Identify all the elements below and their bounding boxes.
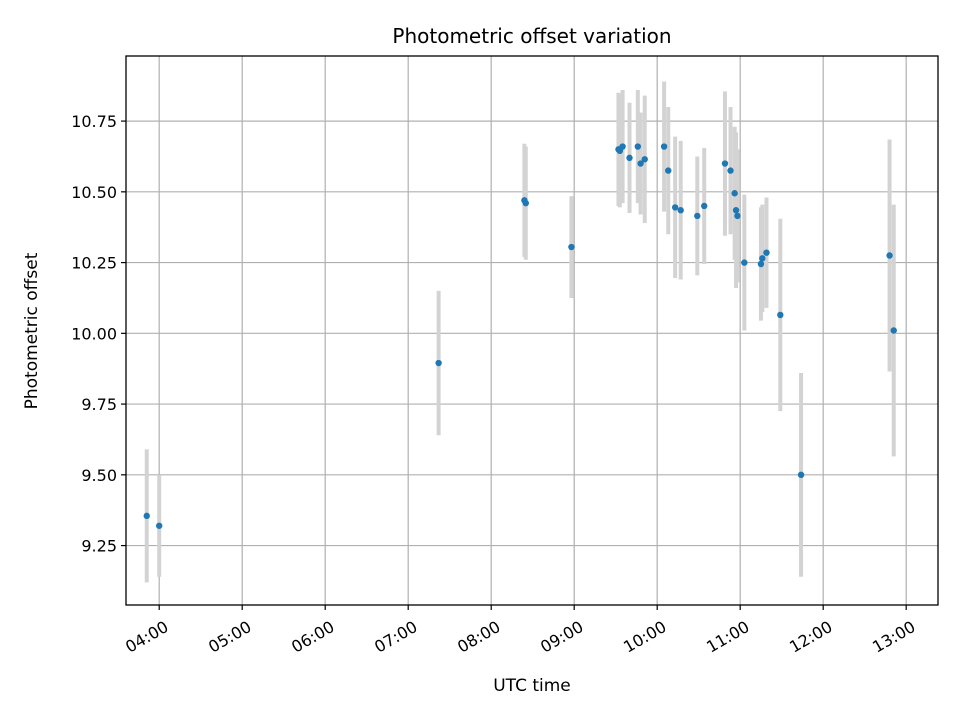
data-point xyxy=(701,202,708,210)
data-point xyxy=(435,359,442,367)
data-point xyxy=(727,167,734,174)
y-tick-label: 9.50 xyxy=(81,466,117,485)
data-point xyxy=(734,212,741,220)
data-point xyxy=(619,143,626,150)
data-point xyxy=(777,311,784,319)
y-tick-label: 10.00 xyxy=(71,324,117,343)
y-tick-label: 9.25 xyxy=(81,537,117,556)
data-point xyxy=(522,199,529,207)
data-point xyxy=(665,167,672,174)
data-point xyxy=(890,327,897,334)
plot-frame xyxy=(125,55,939,606)
data-point xyxy=(759,255,766,262)
data-point xyxy=(731,190,738,197)
y-tick-label: 10.25 xyxy=(71,254,117,273)
y-axis-label: Photometric offset xyxy=(22,252,42,409)
y-axis-ticks: 9.25 9.50 9.75 10.00 10.25 10.50 10.75 xyxy=(71,112,126,556)
x-axis-label: UTC time xyxy=(493,676,571,696)
data-point xyxy=(797,471,805,479)
data-point xyxy=(732,207,740,214)
y-tick-label: 9.75 xyxy=(81,395,117,414)
data-point xyxy=(568,243,575,251)
data-point xyxy=(626,154,633,162)
y-tick-label: 10.50 xyxy=(71,183,117,202)
chart-title: Photometric offset variation xyxy=(392,24,671,48)
data-point xyxy=(721,160,729,167)
data-point xyxy=(634,143,642,150)
y-tick-label: 10.75 xyxy=(71,112,117,131)
data-points xyxy=(143,143,897,529)
data-point xyxy=(886,252,893,259)
data-point xyxy=(637,160,644,167)
data-point xyxy=(155,522,163,529)
data-point xyxy=(143,512,150,520)
data-point xyxy=(694,212,701,220)
data-point xyxy=(671,204,679,211)
data-point xyxy=(660,143,668,150)
data-point xyxy=(763,249,770,256)
data-point xyxy=(641,156,648,163)
data-point xyxy=(677,207,684,214)
data-point xyxy=(741,259,748,266)
data-point xyxy=(757,260,765,268)
